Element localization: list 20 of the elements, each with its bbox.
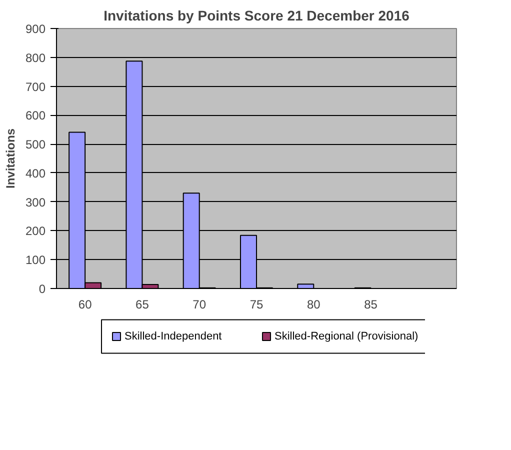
legend-label: Skilled-Regional (Provisional) (274, 330, 418, 342)
y-tick-label: 700 (25, 80, 46, 94)
y-tick-label: 800 (25, 50, 46, 65)
x-tick-label: 60 (78, 298, 92, 312)
x-tick-label: 70 (192, 298, 206, 312)
chart-title: Invitations by Points Score 21 December 2016 (104, 8, 410, 24)
y-tick-label: 200 (25, 224, 46, 238)
x-tick-label: 65 (136, 298, 150, 312)
y-tick-label: 600 (25, 108, 46, 123)
y-tick-label: 100 (25, 253, 46, 268)
legend-label: Skilled-Independent (124, 330, 222, 342)
x-tick-label: 75 (250, 298, 264, 312)
x-tick-label: 80 (306, 298, 321, 312)
x-tick-label: 85 (364, 298, 378, 312)
y-tick-label: 300 (25, 195, 46, 210)
y-tick-label: 900 (25, 22, 46, 36)
y-tick-label: 0 (38, 282, 46, 296)
y-tick-label: 400 (25, 166, 46, 180)
y-tick-label: 500 (25, 138, 46, 152)
y-axis-title: Invitations (3, 128, 18, 189)
